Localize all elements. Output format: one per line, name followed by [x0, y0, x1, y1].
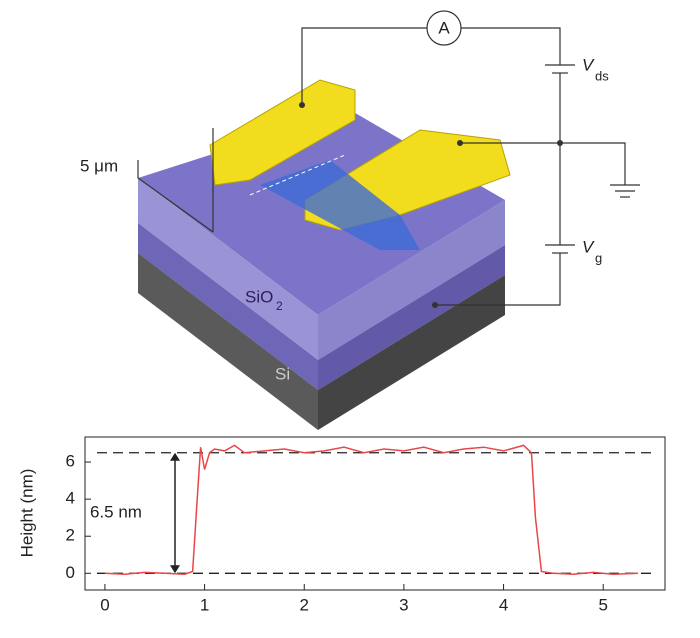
contact: [299, 102, 305, 108]
oxide-front: [138, 178, 318, 360]
x-tick-label: 0: [100, 595, 109, 614]
oxide-label: SiO: [245, 287, 273, 306]
vg-label: V: [582, 237, 595, 256]
si-right: [318, 275, 505, 430]
flake: [260, 160, 420, 250]
vds-sub: ds: [595, 68, 609, 83]
junction: [557, 140, 563, 146]
device-diagram: A V ds V g 5 μm SiO 2 Si: [80, 10, 640, 430]
x-tick-label: 4: [499, 595, 508, 614]
plot-frame: [84, 436, 666, 591]
oxide-right2: [318, 245, 505, 390]
circuit: [137, 10, 640, 306]
plot: 0 1 2 3 4 5 0 2 4 6 6.5 nm: [66, 444, 653, 614]
x-tick-label: 2: [300, 595, 309, 614]
y-tick-label: 2: [66, 526, 75, 545]
vg-sub: g: [595, 250, 602, 265]
si-left: [138, 253, 318, 430]
oxide-left: [138, 223, 318, 390]
substrate-label: Si: [275, 364, 290, 383]
profile-line: [104, 444, 639, 575]
y-tick-label: 4: [66, 489, 75, 508]
profile-line: [249, 154, 346, 196]
ammeter-label: A: [438, 18, 450, 37]
x-tick-label: 1: [200, 595, 209, 614]
scale-label: 5 μm: [80, 156, 118, 175]
y-tick-label: 6: [66, 452, 75, 471]
x-tick-label: 5: [598, 595, 607, 614]
height-annotation: 6.5 nm: [90, 503, 142, 522]
oxide-right: [318, 200, 505, 360]
oxide-sub: 2: [276, 299, 283, 313]
vds-label: V: [582, 55, 595, 74]
x-tick-label: 3: [399, 595, 408, 614]
y-axis-label: Height (nm): [17, 469, 36, 558]
electrode-left: [209, 79, 356, 186]
contact: [457, 140, 463, 146]
contact: [432, 302, 438, 308]
y-tick-label: 0: [66, 563, 75, 582]
